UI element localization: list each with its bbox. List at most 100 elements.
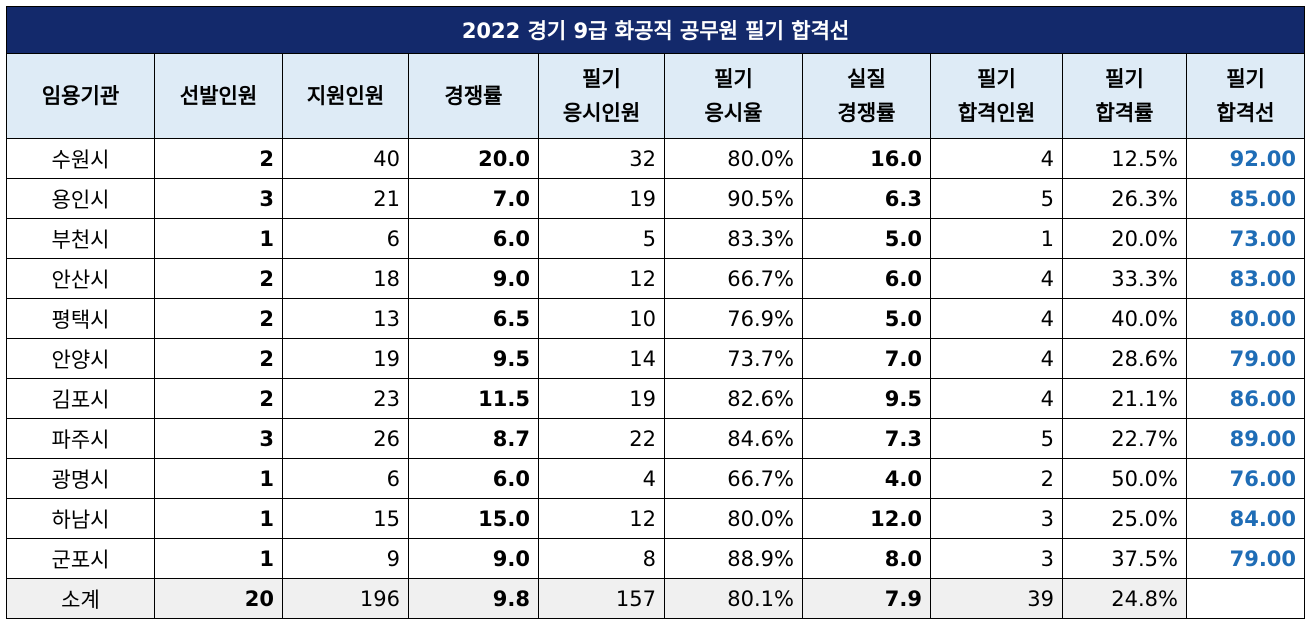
table-cell-passed-count: 3 [930, 498, 1063, 539]
column-header-pass-rate: 필기 합격률 [1062, 53, 1187, 139]
table-cell-selected-count: 2 [154, 338, 283, 379]
table-cell-pass-rate: 21.1% [1062, 378, 1187, 419]
table-cell-exam-rate: 83.3% [664, 218, 803, 259]
table-row: 평택시 2 13 6.5 10 76.9% 5.0 4 40.0% 80.00 [6, 298, 1306, 339]
agency-cell: 수원시 [6, 138, 155, 179]
table-cell-passed-count: 2 [930, 458, 1063, 499]
table-cell-passed-count: 4 [930, 298, 1063, 339]
table-cell-exam-rate: 84.6% [664, 418, 803, 459]
agency-cell: 안양시 [6, 338, 155, 379]
table-cell-competition-ratio: 20.0 [408, 138, 539, 179]
agency-cell: 평택시 [6, 298, 155, 339]
table-cell-applicant-count: 18 [282, 258, 409, 299]
table-cell-exam-takers: 22 [538, 418, 665, 459]
table-cell-competition-ratio: 6.0 [408, 218, 539, 259]
column-header-line: 경쟁률 [837, 101, 896, 125]
table-cell-pass-line: 85.00 [1185, 178, 1306, 219]
table-cell-selected-count: 3 [154, 418, 283, 459]
table-cell-competition-ratio: 8.7 [408, 418, 539, 459]
table-cell-pass-rate: 22.7% [1062, 418, 1187, 459]
column-header-line: 실질 [847, 67, 886, 91]
table-cell-selected-count: 2 [154, 258, 283, 299]
table-row: 부천시 1 6 6.0 5 83.3% 5.0 1 20.0% 73.00 [6, 218, 1306, 259]
table-cell-pass-line: 89.00 [1185, 418, 1306, 459]
table-cell-pass-line: 73.00 [1185, 218, 1306, 259]
table-cell-pass-rate: 26.3% [1062, 178, 1187, 219]
column-header-line: 합격률 [1095, 101, 1154, 125]
table-row: 안양시 2 19 9.5 14 73.7% 7.0 4 28.6% 79.00 [6, 338, 1306, 379]
table-cell-competition-ratio: 9.0 [408, 258, 539, 299]
table-cell-applicant-count: 23 [282, 378, 409, 419]
column-header-agency: 임용기관 [6, 53, 155, 139]
agency-cell: 김포시 [6, 378, 155, 419]
table-cell-passed-count: 4 [930, 338, 1063, 379]
column-header-line: 임용기관 [41, 84, 120, 108]
table-cell-actual-competition: 6.0 [802, 258, 931, 299]
table-cell-actual-competition: 9.5 [802, 378, 931, 419]
table-row: 파주시 3 26 8.7 22 84.6% 7.3 5 22.7% 89.00 [6, 418, 1306, 459]
table-cell-pass-rate: 12.5% [1062, 138, 1187, 179]
table-cell-exam-rate: 80.0% [664, 498, 803, 539]
table-cell-applicant-count: 40 [282, 138, 409, 179]
table-cell-pass-rate: 33.3% [1062, 258, 1187, 299]
table-cell-applicant-count: 6 [282, 458, 409, 499]
table-cell-pass-rate: 20.0% [1062, 218, 1187, 259]
table-cell-exam-rate: 66.7% [664, 458, 803, 499]
table-cell-selected-count: 2 [154, 298, 283, 339]
total-cell-applicant-count: 196 [282, 578, 409, 619]
table-cell-passed-count: 5 [930, 418, 1063, 459]
table-cell-exam-takers: 19 [538, 378, 665, 419]
table-cell-pass-rate: 50.0% [1062, 458, 1187, 499]
table-cell-passed-count: 1 [930, 218, 1063, 259]
table-cell-pass-rate: 40.0% [1062, 298, 1187, 339]
column-header-line: 필기 [714, 67, 753, 91]
column-header-line: 경쟁률 [444, 84, 503, 108]
table-cell-pass-line: 80.00 [1185, 298, 1306, 339]
column-header-row: 임용기관 선발인원 지원인원 경쟁률 필기 응시인원 필기 응시율 실질 경쟁률 필기 합격인원 필기 합… [6, 53, 1306, 139]
table-row: 광명시 1 6 6.0 4 66.7% 4.0 2 50.0% 76.00 [6, 458, 1306, 499]
total-cell-exam-rate: 80.1% [664, 578, 803, 619]
table-cell-exam-takers: 5 [538, 218, 665, 259]
table-cell-selected-count: 1 [154, 538, 283, 579]
column-header-line: 응시인원 [562, 101, 641, 125]
table-cell-actual-competition: 16.0 [802, 138, 931, 179]
table-cell-exam-rate: 66.7% [664, 258, 803, 299]
table-cell-competition-ratio: 9.5 [408, 338, 539, 379]
total-label: 소계 [6, 578, 155, 619]
table-cell-passed-count: 4 [930, 138, 1063, 179]
table-cell-pass-line: 83.00 [1185, 258, 1306, 299]
total-row: 소계 20 196 9.8 157 80.1% 7.9 39 24.8% [6, 578, 1306, 619]
table-cell-selected-count: 2 [154, 378, 283, 419]
table-cell-selected-count: 1 [154, 458, 283, 499]
table-row: 용인시 3 21 7.0 19 90.5% 6.3 5 26.3% 85.00 [6, 178, 1306, 219]
pass-line-table-container: 2022 경기 9급 화공직 공무원 필기 합격선 임용기관 선발인원 지원인원 경쟁… [5, 6, 1306, 619]
column-header-exam-rate: 필기 응시율 [664, 53, 803, 139]
column-header-line: 필기 [1226, 67, 1265, 91]
total-cell-pass-rate: 24.8% [1062, 578, 1187, 619]
table-cell-actual-competition: 5.0 [802, 218, 931, 259]
table-cell-pass-rate: 25.0% [1062, 498, 1187, 539]
table-cell-pass-line: 92.00 [1185, 138, 1306, 179]
table-cell-exam-takers: 12 [538, 258, 665, 299]
agency-cell: 하남시 [6, 498, 155, 539]
table-cell-applicant-count: 15 [282, 498, 409, 539]
column-header-pass-line: 필기 합격선 [1185, 53, 1306, 139]
table-cell-applicant-count: 13 [282, 298, 409, 339]
agency-cell: 용인시 [6, 178, 155, 219]
table-cell-exam-rate: 76.9% [664, 298, 803, 339]
column-header-line: 지원인원 [306, 84, 385, 108]
table-cell-exam-takers: 32 [538, 138, 665, 179]
table-cell-selected-count: 1 [154, 498, 283, 539]
table-cell-exam-takers: 12 [538, 498, 665, 539]
table-cell-applicant-count: 21 [282, 178, 409, 219]
column-header-line: 필기 [582, 67, 621, 91]
table-cell-exam-takers: 10 [538, 298, 665, 339]
table-cell-applicant-count: 6 [282, 218, 409, 259]
table-cell-pass-line: 86.00 [1185, 378, 1306, 419]
agency-cell: 부천시 [6, 218, 155, 259]
table-cell-exam-rate: 73.7% [664, 338, 803, 379]
table-cell-applicant-count: 19 [282, 338, 409, 379]
column-header-line: 선발인원 [179, 84, 258, 108]
